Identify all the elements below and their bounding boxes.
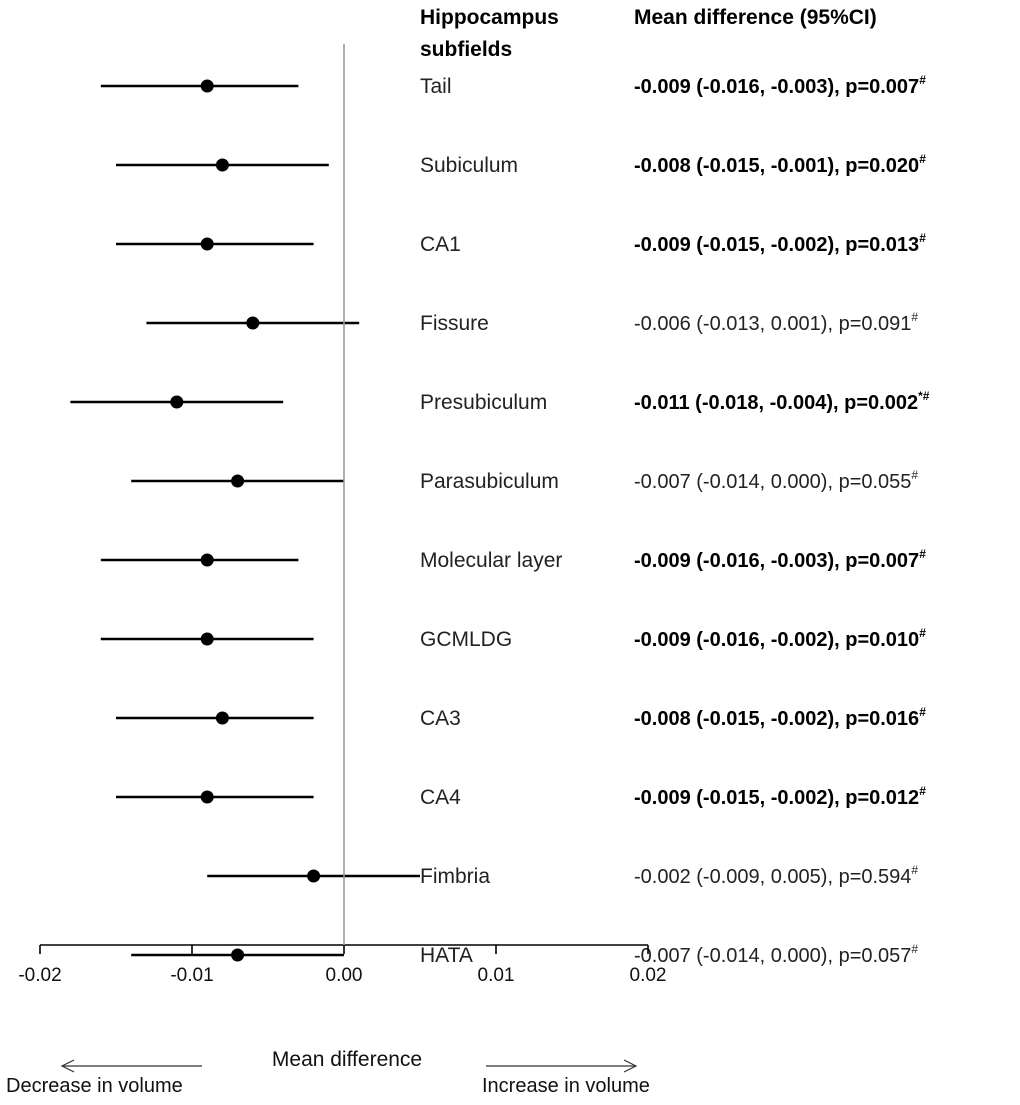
stat-superscript: # [919,231,926,245]
mean-point [215,711,229,725]
forest-row-gcmldg: GCMLDG -0.009 (-0.016, -0.002), p=0.010# [100,626,926,651]
mean-point [246,316,260,330]
x-axis-title: Mean difference [272,1048,422,1071]
x-tick-label: 0.00 [326,965,363,986]
x-tick-label: 0.02 [630,965,667,986]
forest-row-presubiculum: Presubiculum -0.011 (-0.018, -0.004), p=0… [70,389,930,414]
stat-superscript: *# [918,389,930,403]
stat-value: -0.009 (-0.015, -0.002), p=0.012 [634,787,919,809]
mean-point [215,158,229,172]
forest-row-tail: Tail -0.009 (-0.016, -0.003), p=0.007# [100,73,926,98]
subfield-label: Parasubiculum [420,470,559,493]
stat-value: -0.008 (-0.015, -0.001), p=0.020 [634,155,919,177]
stat-column-header: Mean difference (95%CI) [634,6,877,29]
stat-value: -0.009 (-0.015, -0.002), p=0.013 [634,234,919,256]
forest-row-ca4: CA4 -0.009 (-0.015, -0.002), p=0.012# [116,784,926,809]
x-tick-label: 0.01 [478,965,515,986]
stat-value: -0.009 (-0.016, -0.003), p=0.007 [634,76,919,98]
stat-value: -0.007 (-0.014, 0.000), p=0.057 [634,945,911,967]
mean-point [200,790,214,804]
subfield-label: Presubiculum [420,391,547,414]
label-column-header-line1: Hippocampus [420,6,559,29]
forest-row-ca3: CA3 -0.008 (-0.015, -0.002), p=0.016# [116,705,926,730]
stat-superscript: # [919,784,926,798]
stat-superscript: # [919,705,926,719]
stat-value: -0.009 (-0.016, -0.003), p=0.007 [634,550,919,572]
stat-superscript: # [911,468,918,482]
mean-point [231,948,245,962]
stat-value: -0.009 (-0.016, -0.002), p=0.010 [634,629,919,651]
stat-superscript: # [919,626,926,640]
mean-point [200,237,214,251]
stat-text: -0.007 (-0.014, 0.000), p=0.057# [634,942,918,967]
subfield-label: CA1 [420,233,461,256]
forest-row-molecular-layer: Molecular layer -0.009 (-0.016, -0.003), … [100,547,926,572]
stat-text: -0.009 (-0.016, -0.002), p=0.010# [634,626,926,651]
stat-text: -0.007 (-0.014, 0.000), p=0.055# [634,468,918,493]
stat-superscript: # [911,310,918,324]
stat-value: -0.008 (-0.015, -0.002), p=0.016 [634,708,919,730]
mean-point [307,869,321,883]
subfield-label: Molecular layer [420,549,562,572]
stat-text: -0.008 (-0.015, -0.001), p=0.020# [634,152,926,177]
mean-point [200,79,214,93]
decrease-arrow-head [60,1059,75,1073]
mean-point [200,632,214,646]
stat-text: -0.008 (-0.015, -0.002), p=0.016# [634,705,926,730]
stat-text: -0.009 (-0.016, -0.003), p=0.007# [634,547,926,572]
stat-text: -0.006 (-0.013, 0.001), p=0.091# [634,310,918,335]
stat-text: -0.002 (-0.009, 0.005), p=0.594# [634,863,918,888]
mean-point [231,474,245,488]
forest-row-fissure: Fissure -0.006 (-0.013, 0.001), p=0.091# [146,310,918,335]
stat-value: -0.002 (-0.009, 0.005), p=0.594 [634,866,911,888]
stat-text: -0.009 (-0.015, -0.002), p=0.012# [634,784,926,809]
subfield-label: Fissure [420,312,489,335]
decrease-direction-label: Decrease in volume [6,1075,183,1097]
subfield-label: HATA [420,944,473,967]
subfield-label: CA4 [420,786,461,809]
stat-superscript: # [919,152,926,166]
x-axis: -0.02 -0.01 0.00 0.01 0.02 [18,944,667,986]
stat-value: -0.006 (-0.013, 0.001), p=0.091 [634,313,911,335]
stat-text: -0.011 (-0.018, -0.004), p=0.002*# [634,389,930,414]
forest-row-hata: HATA -0.007 (-0.014, 0.000), p=0.057# [131,942,918,967]
subfield-label: Subiculum [420,154,518,177]
forest-rows: Tail -0.009 (-0.016, -0.003), p=0.007#Sub… [70,73,930,967]
stat-superscript: # [911,942,918,956]
forest-row-ca1: CA1 -0.009 (-0.015, -0.002), p=0.013# [116,231,926,256]
forest-row-fimbria: Fimbria -0.002 (-0.009, 0.005), p=0.594# [207,863,918,888]
stat-superscript: # [911,863,918,877]
mean-point [170,395,184,409]
forest-row-subiculum: Subiculum -0.008 (-0.015, -0.001), p=0.02… [116,152,926,177]
increase-arrow-head [623,1059,638,1073]
stat-superscript: # [919,73,926,87]
subfield-label: Fimbria [420,865,490,888]
subfield-label: CA3 [420,707,461,730]
stat-value: -0.011 (-0.018, -0.004), p=0.002 [634,392,918,414]
x-tick-label: -0.01 [170,965,213,986]
stat-superscript: # [919,547,926,561]
stat-text: -0.009 (-0.015, -0.002), p=0.013# [634,231,926,256]
x-tick-label: -0.02 [18,965,61,986]
subfield-label: Tail [420,75,452,98]
label-column-header-line2: subfields [420,38,512,61]
stat-value: -0.007 (-0.014, 0.000), p=0.055 [634,471,911,493]
mean-point [200,553,214,567]
increase-direction-label: Increase in volume [482,1075,650,1097]
forest-row-parasubiculum: Parasubiculum -0.007 (-0.014, 0.000), p=0… [131,468,918,493]
subfield-label: GCMLDG [420,628,512,651]
stat-text: -0.009 (-0.016, -0.003), p=0.007# [634,73,926,98]
